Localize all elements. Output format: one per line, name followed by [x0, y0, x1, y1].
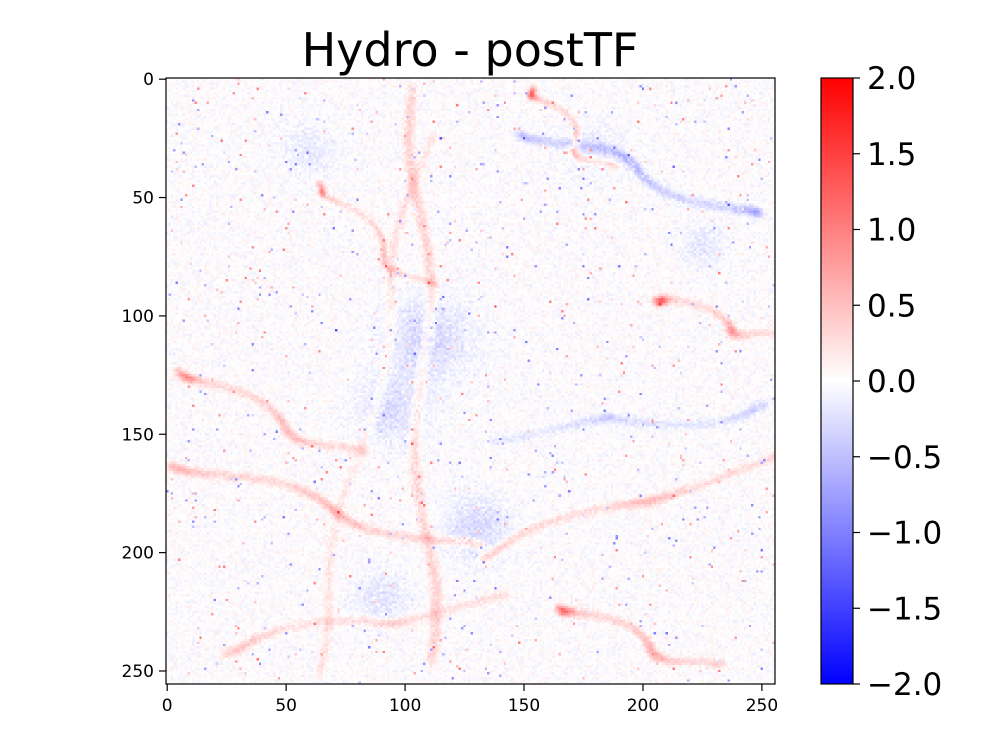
- colorbar-tick-label: −0.5: [867, 440, 942, 476]
- colorbar-tick-label: −1.5: [867, 591, 942, 627]
- x-tick-label: 0: [162, 696, 173, 716]
- colorbar-tick-label: 0.5: [867, 288, 916, 324]
- chart-title: Hydro - postTF: [302, 23, 639, 77]
- colorbar-tick-label: 2.0: [867, 61, 916, 97]
- colorbar-tick-label: 0.0: [867, 364, 916, 400]
- y-axis: 0 50 100 150 200 250: [122, 70, 166, 682]
- heatmap-plot: [165, 77, 776, 685]
- x-tick-label: 50: [275, 696, 297, 716]
- x-tick-label: 150: [508, 696, 540, 716]
- y-tick-label: 50: [132, 189, 154, 209]
- y-tick-label: 0: [143, 70, 154, 90]
- colorbar: 2.0 1.5 1.0 0.5 0.0 −0.5 −1.0 −1.5 −2.0: [820, 61, 942, 703]
- x-axis: 0 50 100 150 200 250: [162, 684, 778, 716]
- y-tick-label: 250: [122, 662, 154, 682]
- x-tick-label: 250: [746, 696, 778, 716]
- colorbar-tick-label: 1.0: [867, 213, 916, 249]
- y-tick-label: 100: [122, 307, 154, 327]
- x-tick-label: 200: [627, 696, 659, 716]
- colorbar-tick-label: −1.0: [867, 516, 942, 552]
- colorbar-tick-label: 1.5: [867, 137, 916, 173]
- heatmap-image: [166, 78, 775, 684]
- plot-frame: [165, 77, 776, 685]
- colorbar-gradient: [821, 78, 853, 684]
- x-tick-label: 100: [389, 696, 421, 716]
- colorbar-ticks: 2.0 1.5 1.0 0.5 0.0 −0.5 −1.0 −1.5 −2.0: [853, 61, 942, 703]
- colorbar-tick-label: −2.0: [867, 667, 942, 703]
- y-tick-label: 200: [122, 544, 154, 564]
- y-tick-label: 150: [122, 425, 154, 445]
